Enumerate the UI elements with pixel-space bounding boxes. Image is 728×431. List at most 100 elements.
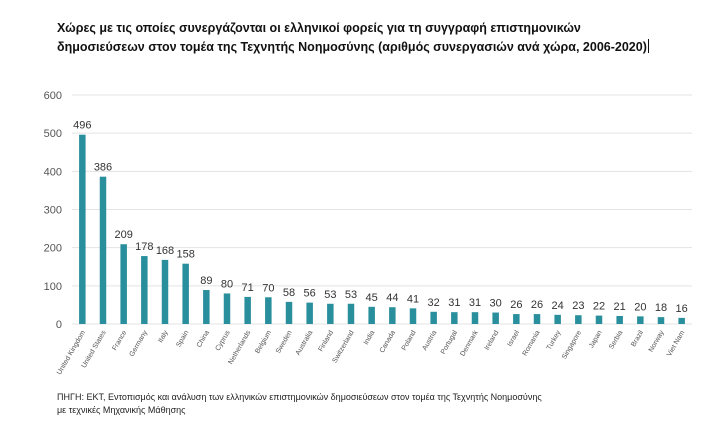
x-tick-label: Finland (318, 329, 336, 352)
x-tick-label: Spain (175, 329, 190, 348)
bar (99, 176, 107, 324)
x-tick-label: India (363, 329, 377, 346)
bar (451, 312, 458, 324)
x-tick-label: Serbia (608, 329, 624, 350)
data-label: 53 (345, 289, 357, 301)
chart-title-line-2-text: δημοσιεύσεων στον τομέα της Τεχνητής Νοη… (57, 40, 647, 54)
bar (430, 311, 437, 324)
bar (120, 244, 127, 324)
bar (513, 314, 520, 324)
text-cursor (647, 39, 649, 53)
data-label: 178 (135, 241, 153, 253)
data-label: 45 (366, 292, 378, 304)
data-label: 71 (242, 282, 254, 294)
data-label: 70 (262, 282, 274, 294)
y-tick-label: 600 (44, 90, 62, 102)
y-axis-tick-labels: 0 100 200 300 400 500 600 (44, 90, 62, 331)
y-tick-label: 400 (44, 166, 62, 178)
source-note-line-1: ΠΗΓΗ: ΕΚΤ, Εντοπισμός και ανάλυση των ελ… (57, 392, 542, 402)
source-note: ΠΗΓΗ: ΕΚΤ, Εντοπισμός και ανάλυση των ελ… (57, 391, 542, 417)
x-tick-label: Italy (157, 329, 170, 344)
x-tick-label: Turkey (546, 329, 563, 351)
chart-title-line-2: δημοσιεύσεων στον τομέα της Τεχνητής Νοη… (57, 38, 657, 57)
y-tick-label: 200 (44, 243, 62, 255)
data-label: 53 (324, 289, 336, 301)
data-label: 20 (634, 301, 646, 313)
data-label: 209 (114, 229, 132, 241)
data-label: 158 (176, 249, 194, 261)
data-label: 24 (552, 300, 564, 312)
bar (657, 317, 665, 324)
x-tick-label: Denmark (459, 329, 480, 358)
y-tick-label: 100 (44, 281, 62, 293)
x-tick-label: Switzerland (332, 329, 356, 364)
data-label: 496 (73, 120, 91, 132)
x-tick-label: China (196, 329, 211, 348)
x-tick-label: Germany (129, 329, 150, 358)
x-tick-label: Brazil (630, 329, 645, 348)
data-label: 26 (510, 299, 522, 311)
bar (265, 297, 272, 324)
bar (616, 315, 623, 324)
x-tick-label: Australia (295, 329, 315, 356)
data-label: 31 (448, 297, 460, 309)
bar (595, 315, 603, 324)
bar (306, 302, 313, 324)
bars (79, 134, 685, 324)
x-tick-label: Ireland (484, 329, 501, 351)
bar (678, 317, 685, 324)
bar (182, 263, 189, 324)
x-tick-label: Canada (379, 329, 397, 354)
x-tick-label: Israel (506, 329, 521, 348)
data-label: 32 (428, 297, 440, 309)
bar (285, 301, 293, 324)
bar (368, 306, 375, 324)
bar (223, 293, 231, 324)
data-label: 22 (593, 301, 605, 313)
data-label: 80 (221, 278, 233, 290)
data-label: 386 (94, 162, 112, 174)
bar (79, 134, 86, 324)
bar (637, 316, 644, 324)
data-label: 56 (304, 288, 316, 300)
data-label: 30 (490, 298, 502, 310)
x-tick-label: Belgium (254, 329, 273, 355)
data-label: 41 (407, 293, 419, 305)
bar (347, 303, 355, 324)
chart-title: Χώρες με τις οποίες συνεργάζονται οι ελλ… (57, 19, 657, 57)
x-tick-label: Singapore (561, 329, 583, 360)
bar (389, 307, 396, 324)
bar (327, 303, 334, 324)
bar (141, 256, 148, 324)
bar (244, 296, 251, 324)
data-label: 23 (572, 300, 584, 312)
bar (203, 290, 210, 324)
bar (161, 259, 169, 324)
data-label: 26 (531, 299, 543, 311)
chart-title-line-1: Χώρες με τις οποίες συνεργάζονται οι ελλ… (57, 21, 581, 35)
data-label: 168 (156, 245, 174, 257)
x-tick-label: Norway (648, 329, 666, 353)
x-tick-label: Cyprus (215, 329, 232, 352)
x-tick-label: Austria (421, 329, 438, 351)
data-label: 44 (386, 292, 398, 304)
bar (575, 315, 582, 324)
bar (471, 312, 479, 324)
bar (554, 314, 561, 324)
y-tick-label: 300 (44, 205, 62, 217)
data-label: 21 (614, 301, 626, 313)
x-tick-label: Poland (401, 329, 418, 351)
bar (409, 308, 417, 324)
x-tick-label: France (111, 329, 128, 351)
x-tick-label: Viet Nam (666, 329, 686, 357)
x-tick-label: Netherlands (227, 329, 252, 366)
x-tick-label: Portugal (440, 329, 459, 355)
source-note-line-2: με τεχνικές Μηχανικής Μάθησης (57, 405, 186, 415)
bar (533, 314, 541, 324)
grid-lines (72, 94, 692, 325)
data-label: 89 (200, 275, 212, 287)
x-tick-label: Romania (522, 329, 542, 357)
